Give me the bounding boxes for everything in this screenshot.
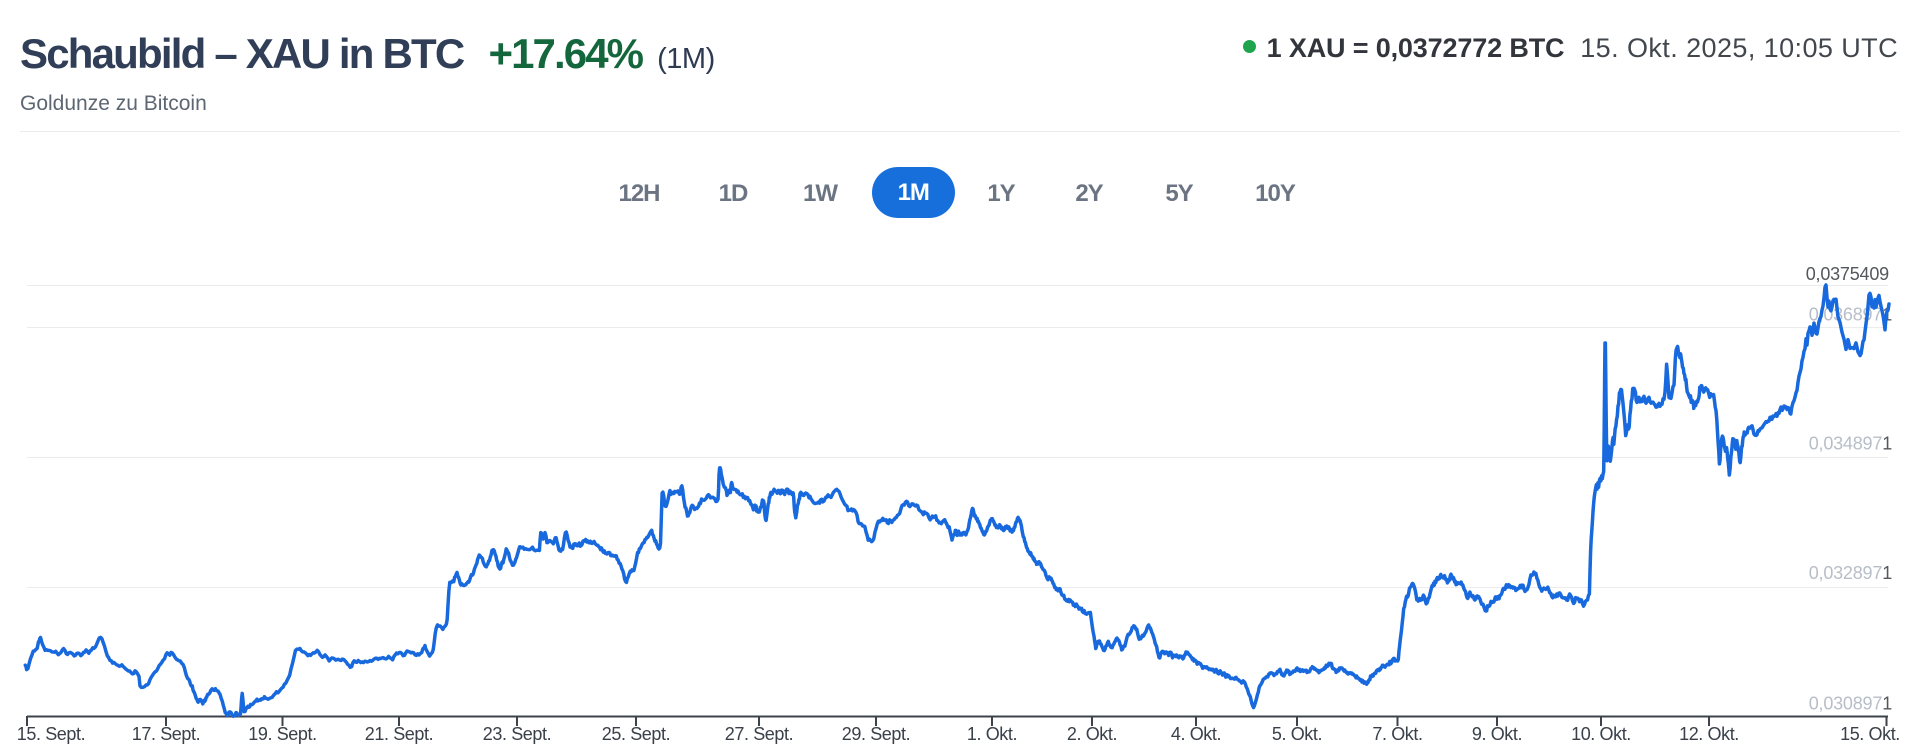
svg-text:19. Sept.: 19. Sept.: [248, 724, 316, 744]
svg-text:29. Sept.: 29. Sept.: [842, 724, 910, 744]
svg-text:25. Sept.: 25. Sept.: [602, 724, 670, 744]
svg-text:15. Okt.: 15. Okt.: [1840, 724, 1900, 744]
svg-text:17. Sept.: 17. Sept.: [132, 724, 200, 744]
svg-text:27. Sept.: 27. Sept.: [725, 724, 793, 744]
svg-text:15. Sept.: 15. Sept.: [17, 724, 85, 744]
svg-text:5. Okt.: 5. Okt.: [1272, 724, 1322, 744]
svg-text:12. Okt.: 12. Okt.: [1679, 724, 1739, 744]
svg-text:0,0348971: 0,0348971: [1809, 434, 1892, 454]
svg-text:0,0375409: 0,0375409: [1806, 264, 1889, 284]
svg-text:0,0328971: 0,0328971: [1809, 563, 1892, 583]
svg-text:0,0308971: 0,0308971: [1809, 694, 1892, 714]
svg-text:4. Okt.: 4. Okt.: [1171, 724, 1221, 744]
svg-text:9. Okt.: 9. Okt.: [1472, 724, 1522, 744]
svg-text:10. Okt.: 10. Okt.: [1571, 724, 1631, 744]
svg-text:21. Sept.: 21. Sept.: [365, 724, 433, 744]
svg-text:2. Okt.: 2. Okt.: [1067, 724, 1117, 744]
svg-text:7. Okt.: 7. Okt.: [1372, 724, 1422, 744]
svg-text:23. Sept.: 23. Sept.: [483, 724, 551, 744]
svg-text:1. Okt.: 1. Okt.: [967, 724, 1017, 744]
